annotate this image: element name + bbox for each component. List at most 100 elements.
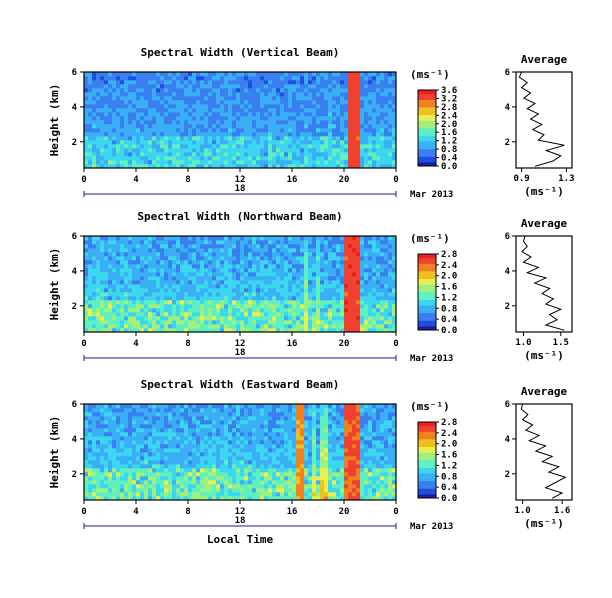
heatmap-cell [296, 296, 301, 301]
heatmap-cell [248, 272, 253, 277]
heatmap-cell [292, 280, 297, 285]
heatmap-cell [392, 324, 397, 329]
heatmap-cell [148, 440, 153, 445]
heatmap-cell [168, 456, 173, 461]
heatmap-cell [216, 476, 221, 481]
heatmap-cell [376, 132, 381, 137]
heatmap-cell [244, 460, 249, 465]
heatmap-cell [140, 452, 145, 457]
heatmap-cell [164, 80, 169, 85]
heatmap-cell [108, 476, 113, 481]
heatmap-cell [220, 484, 225, 489]
heatmap-cell [188, 320, 193, 325]
heatmap-cell [256, 108, 261, 113]
heatmap-cell [240, 260, 245, 265]
heatmap-cell [280, 276, 285, 281]
heatmap-cell [280, 272, 285, 277]
heatmap-cell [240, 428, 245, 433]
colorbar-segment [418, 143, 436, 146]
heatmap-cell [204, 256, 209, 261]
colorbar-segment [418, 126, 436, 129]
heatmap-cell [200, 152, 205, 157]
heatmap-cell [356, 240, 361, 245]
heatmap-cell [204, 416, 209, 421]
heatmap-cell [96, 456, 101, 461]
heatmap-cell [212, 108, 217, 113]
heatmap-cell [376, 112, 381, 117]
heatmap-cell [256, 476, 261, 481]
heatmap-cell [256, 316, 261, 321]
heatmap-cell [156, 280, 161, 285]
heatmap-cell [224, 300, 229, 305]
heatmap-cell [248, 256, 253, 261]
heatmap-cell [236, 264, 241, 269]
heatmap-cell [336, 300, 341, 305]
heatmap-cell [220, 264, 225, 269]
heatmap-cell [136, 476, 141, 481]
heatmap-cell [340, 108, 345, 113]
heatmap-cell [336, 236, 341, 241]
heatmap-cell [284, 296, 289, 301]
heatmap-cell [160, 88, 165, 93]
heatmap-cell [264, 312, 269, 317]
heatmap-cell [108, 116, 113, 121]
heatmap-cell [352, 152, 357, 157]
heatmap-cell [348, 144, 353, 149]
heatmap-cell [200, 96, 205, 101]
heatmap-cell [120, 272, 125, 277]
heatmap-cell [116, 404, 121, 409]
heatmap-cell [184, 420, 189, 425]
heatmap-cell [88, 288, 93, 293]
heatmap-cell [312, 300, 317, 305]
heatmap-cell [248, 304, 253, 309]
heatmap-cell [244, 152, 249, 157]
heatmap-cell [196, 252, 201, 257]
heatmap-cell [316, 92, 321, 97]
heatmap-cell [140, 116, 145, 121]
heatmap-cell [204, 88, 209, 93]
heatmap-cell [224, 276, 229, 281]
heatmap-cell [92, 276, 97, 281]
heatmap-cell [372, 116, 377, 121]
heatmap-cell [100, 492, 105, 497]
heatmap-cell [124, 164, 129, 169]
heatmap-cell [132, 116, 137, 121]
heatmap-cell [200, 432, 205, 437]
heatmap-cell [280, 280, 285, 285]
heatmap-cell [152, 312, 157, 317]
heatmap-cell [180, 236, 185, 241]
heatmap-cell [224, 408, 229, 413]
heatmap-cell [96, 236, 101, 241]
heatmap-cell [384, 148, 389, 153]
heatmap-cell [128, 280, 133, 285]
heatmap-cell [124, 140, 129, 145]
heatmap-cell [184, 92, 189, 97]
panel-0: Spectral Width (Vertical Beam)246Height … [48, 46, 575, 200]
heatmap-cell [324, 256, 329, 261]
heatmap-cell [100, 296, 105, 301]
colorbar-segment [418, 271, 436, 274]
heatmap-cell [164, 428, 169, 433]
heatmap-cell [156, 320, 161, 325]
heatmap-cell [160, 80, 165, 85]
heatmap-cell [180, 164, 185, 169]
heatmap-cell [200, 304, 205, 309]
heatmap-cell [300, 272, 305, 277]
heatmap-cell [184, 412, 189, 417]
heatmap-cell [224, 484, 229, 489]
heatmap-cell [148, 444, 153, 449]
heatmap-cell [208, 428, 213, 433]
heatmap-cell [300, 76, 305, 81]
heatmap-cell [296, 128, 301, 133]
heatmap-cell [360, 240, 365, 245]
heatmap-cell [84, 96, 89, 101]
heatmap-cell [252, 248, 257, 253]
heatmap-cell [244, 304, 249, 309]
heatmap-cell [128, 428, 133, 433]
heatmap-cell [336, 296, 341, 301]
heatmap-cell [196, 424, 201, 429]
heatmap-cell [388, 76, 393, 81]
heatmap-cell [248, 260, 253, 265]
heatmap-cell [108, 484, 113, 489]
heatmap-cell [284, 132, 289, 137]
